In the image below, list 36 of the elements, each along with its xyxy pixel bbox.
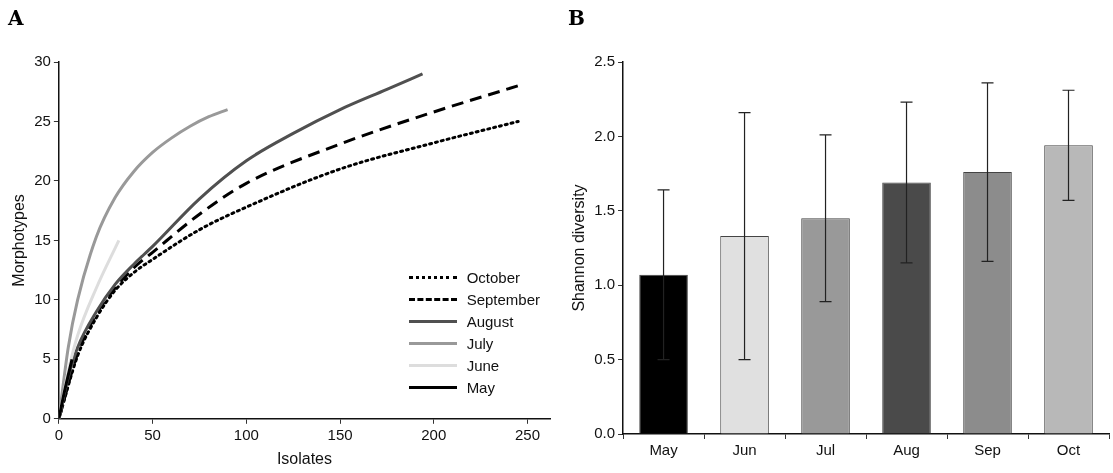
- y-tick-label: 15: [34, 230, 51, 248]
- x-tick-label: Sep: [974, 441, 1001, 459]
- y-tick-label: 0.5: [594, 349, 616, 367]
- legend-label: July: [466, 334, 494, 352]
- x-tick-label: Jun: [732, 441, 757, 459]
- legend-label: May: [466, 378, 495, 396]
- x-tick-label: Oct: [1056, 441, 1081, 459]
- y-tick-label: 1.5: [594, 200, 616, 218]
- legend-label: October: [466, 268, 520, 286]
- y-tick-label: 2.5: [594, 52, 616, 70]
- y-axis-title: Morphotypes: [10, 194, 28, 287]
- chart-title: A: [7, 6, 24, 31]
- y-tick-label: 1.0: [594, 275, 616, 293]
- y-tick-label: 10: [34, 290, 51, 308]
- x-tick-label: Aug: [893, 441, 920, 459]
- x-tick-label: 0: [54, 425, 64, 443]
- legend-label: June: [466, 356, 500, 374]
- y-tick-label: 0: [42, 408, 51, 426]
- y-tick-label: 5: [42, 349, 51, 367]
- x-tick-label: 250: [514, 425, 541, 443]
- chart-title: B: [568, 6, 585, 31]
- y-tick-label: 30: [34, 52, 51, 70]
- legend-label: August: [466, 312, 514, 330]
- y-axis-title: Shannon diversity: [570, 184, 588, 312]
- legend-label: September: [466, 290, 540, 308]
- x-axis-title: Isolates: [276, 449, 333, 467]
- y-tick-label: 2.0: [594, 126, 616, 144]
- y-tick-label: 25: [34, 111, 51, 129]
- y-tick-label: 0.0: [594, 424, 616, 442]
- x-tick-label: 150: [327, 425, 353, 443]
- x-tick-label: 50: [144, 425, 161, 443]
- x-tick-label: May: [649, 441, 679, 459]
- x-tick-label: Jul: [815, 441, 836, 459]
- x-tick-label: 100: [233, 425, 259, 443]
- y-tick-label: 20: [34, 171, 51, 189]
- x-tick-label: 200: [421, 425, 447, 443]
